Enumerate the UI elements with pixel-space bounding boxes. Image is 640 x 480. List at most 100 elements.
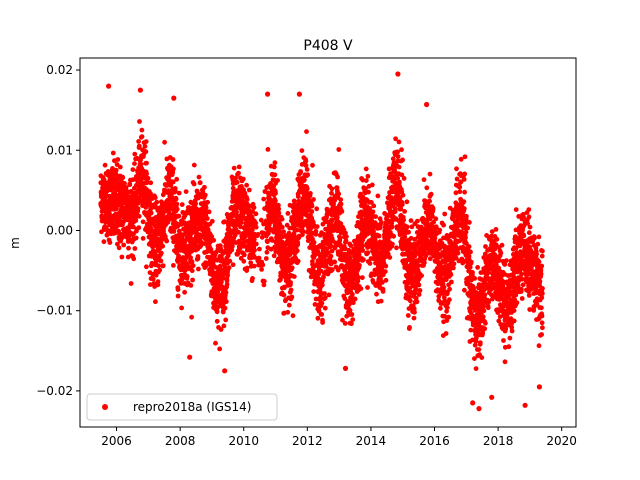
data-point [197, 180, 203, 186]
data-point [395, 154, 401, 159]
data-point [453, 190, 459, 196]
data-point [176, 253, 182, 259]
data-point [296, 91, 302, 97]
data-point [466, 253, 472, 259]
data-point [305, 238, 311, 244]
data-point [451, 265, 456, 271]
data-point [396, 164, 402, 170]
data-point [467, 264, 473, 270]
data-point [526, 214, 532, 220]
data-point [253, 241, 259, 247]
data-point [501, 338, 506, 343]
data-point [430, 206, 436, 212]
data-point [467, 220, 472, 225]
data-point [358, 286, 364, 291]
data-point [137, 87, 143, 93]
data-point [414, 299, 420, 305]
data-point [413, 295, 419, 301]
data-point [370, 209, 376, 215]
data-point [322, 295, 328, 301]
data-point [336, 147, 342, 152]
data-point [481, 303, 486, 309]
data-point [259, 234, 265, 240]
data-point [196, 174, 202, 180]
data-point [285, 211, 291, 216]
data-point [382, 269, 388, 274]
data-point [319, 282, 325, 288]
data-point [338, 201, 344, 207]
data-point [189, 268, 195, 274]
data-point [457, 189, 463, 195]
data-point [350, 300, 356, 306]
data-point [394, 245, 399, 251]
data-point [493, 227, 499, 232]
data-point [304, 167, 310, 172]
data-point [265, 91, 271, 97]
data-point [540, 286, 545, 291]
data-point [158, 258, 164, 264]
data-point [539, 291, 545, 297]
data-point [193, 201, 199, 207]
data-point [121, 242, 127, 248]
data-point [457, 184, 463, 190]
data-point [480, 330, 486, 336]
data-point [314, 224, 320, 230]
data-point [311, 197, 316, 202]
data-point [150, 276, 156, 282]
data-point [399, 202, 405, 207]
data-point [286, 302, 292, 308]
data-point [337, 235, 343, 241]
data-point [536, 384, 543, 390]
data-point [265, 239, 270, 245]
data-point [509, 328, 515, 334]
data-point [251, 263, 257, 269]
data-point [311, 240, 317, 245]
data-point [539, 313, 545, 319]
data-point [534, 251, 539, 257]
data-point [425, 246, 430, 252]
data-point [236, 170, 241, 176]
data-point [412, 309, 417, 315]
data-point [400, 192, 406, 198]
data-point [209, 218, 215, 224]
data-point [499, 242, 505, 248]
data-point [534, 301, 540, 307]
data-point [171, 95, 177, 101]
data-point [363, 186, 368, 192]
data-point [261, 278, 267, 284]
data-point [441, 284, 447, 290]
data-point [160, 243, 166, 249]
data-point [189, 259, 195, 265]
data-point [373, 214, 378, 220]
data-point [502, 359, 508, 365]
data-point [217, 346, 223, 352]
data-point [176, 190, 182, 196]
x-tick-label: 2006 [101, 434, 132, 448]
data-point [483, 244, 488, 249]
data-point [536, 259, 542, 265]
data-point [441, 222, 446, 228]
data-point [443, 277, 449, 282]
data-point [466, 244, 472, 250]
data-point [144, 160, 149, 166]
data-point [335, 174, 340, 180]
data-point [522, 402, 528, 408]
data-point [170, 179, 176, 185]
data-point [539, 332, 544, 337]
data-point [123, 185, 129, 190]
data-point [462, 287, 467, 293]
data-point [322, 291, 327, 296]
data-point [498, 250, 504, 256]
data-point [393, 136, 398, 142]
data-point [171, 229, 177, 234]
data-point [295, 258, 301, 264]
data-point [526, 207, 532, 213]
data-point [222, 305, 228, 311]
data-point [227, 258, 233, 264]
data-point [513, 227, 519, 233]
data-point [463, 235, 468, 241]
data-point [244, 197, 250, 202]
data-point [291, 274, 297, 279]
y-axis-label: m [8, 237, 22, 249]
data-point [319, 300, 325, 306]
